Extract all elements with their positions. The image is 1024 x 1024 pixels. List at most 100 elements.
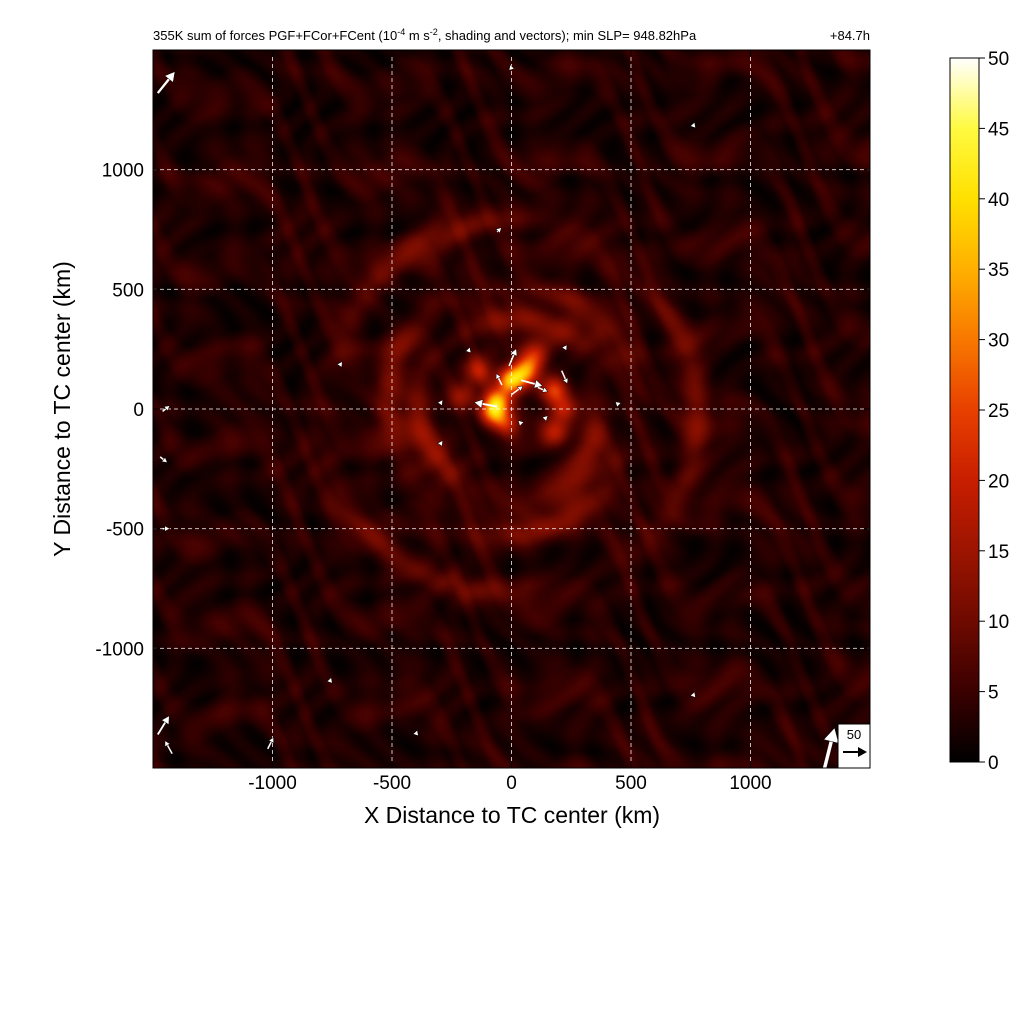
force-vector: [537, 386, 549, 393]
colorbar-ticks: 0 5 10 15 20 25 30 35 40 45 50: [979, 49, 1009, 774]
x-tick-label: 500: [615, 773, 647, 794]
force-vector: [156, 71, 176, 94]
tick-marks: [153, 50, 870, 768]
force-vector-head: [161, 456, 168, 463]
y-axis-label: Y Distance to TC center (km): [49, 261, 75, 557]
colorbar-tick-label: 30: [988, 331, 1009, 352]
y-tick-label: 1000: [102, 161, 144, 182]
colorbar-tick-label: 5: [988, 683, 999, 704]
y-tick-label: 500: [112, 280, 144, 301]
force-vector: [561, 370, 569, 385]
force-vector-shaft: [267, 741, 272, 750]
plot-area: [152, 49, 871, 769]
force-vector-head: [163, 405, 171, 412]
force-vector: [437, 399, 443, 407]
force-vector-head: [164, 71, 176, 83]
reference-vector-box: [837, 723, 871, 769]
x-axis-label: X Distance to TC center (km): [364, 802, 660, 828]
force-vector: [689, 121, 696, 129]
y-tick-label: -1000: [95, 639, 144, 660]
force-vector-head: [495, 373, 502, 380]
force-vector-head: [336, 361, 343, 368]
force-vector: [162, 525, 171, 532]
force-vector: [465, 346, 472, 354]
force-vector-shaft: [508, 354, 515, 367]
colorbar-tick-label: 15: [988, 542, 1009, 563]
force-vector-shaft: [156, 78, 170, 94]
force-vector-head: [161, 715, 170, 726]
force-vector: [159, 456, 168, 463]
force-vector-head: [164, 525, 171, 532]
reference-vector-value: 50: [847, 727, 861, 742]
force-vector: [511, 385, 524, 396]
force-vector-head: [268, 736, 274, 744]
force-vector-head: [516, 385, 524, 392]
force-vector: [412, 729, 419, 737]
colorbar-tick-label: 25: [988, 401, 1009, 422]
force-vector: [437, 440, 443, 447]
force-vector-shaft: [166, 744, 173, 755]
force-vector-shaft: [157, 721, 167, 735]
forecast-time-label: +84.7h: [830, 28, 870, 43]
colorbar: 0 5 10 15 20 25 30 35 40 45 50: [949, 49, 1009, 774]
force-vector-head: [508, 64, 515, 71]
force-vector-head: [437, 399, 443, 407]
force-vector: [614, 401, 622, 408]
force-vector: [336, 361, 343, 368]
colorbar-ramp: [949, 57, 980, 763]
force-vector-head: [326, 677, 333, 684]
force-vector: [495, 227, 502, 234]
force-vector-shaft: [159, 456, 164, 461]
force-vector-head: [823, 727, 840, 744]
force-vector-head: [517, 420, 525, 427]
force-vector: [822, 727, 840, 768]
force-vector: [473, 399, 498, 409]
x-tick-label: -1000: [248, 773, 297, 794]
force-vector-shaft: [520, 379, 536, 385]
force-vector: [561, 344, 568, 351]
force-vector: [267, 736, 274, 750]
force-vectors: [156, 64, 840, 768]
x-tick-label: 0: [506, 773, 517, 794]
force-vector-shaft: [561, 370, 567, 380]
force-vector: [495, 373, 503, 386]
force-vector: [689, 691, 696, 698]
reference-vector-arrow-head: [858, 747, 867, 757]
force-vector: [157, 715, 170, 735]
force-vector-shaft: [497, 377, 503, 386]
colorbar-tick-label: 50: [988, 49, 1009, 70]
force-vector-shaft: [537, 386, 544, 391]
reference-vector-key: 50: [837, 723, 871, 769]
grid-lines: [153, 50, 870, 768]
chart-title: 355K sum of forces PGF+FCor+FCent (10-4 …: [153, 27, 697, 43]
force-vector-head: [465, 346, 472, 354]
force-vector-head: [689, 121, 696, 129]
force-vector-head: [541, 386, 549, 393]
colorbar-tick-label: 45: [988, 119, 1009, 140]
force-vector: [541, 415, 549, 422]
force-vector: [508, 348, 518, 367]
colorbar-tick-label: 40: [988, 190, 1009, 211]
y-tick-label: -500: [106, 520, 144, 541]
force-vector: [508, 64, 515, 71]
force-vector-head: [509, 348, 518, 357]
force-vector-head: [437, 440, 443, 447]
force-vector: [162, 405, 171, 412]
y-tick-labels: -1000 -500 0 500 1000: [95, 161, 144, 661]
force-vector: [517, 420, 525, 427]
force-vector-head: [473, 399, 484, 409]
y-tick-label: 0: [133, 400, 144, 421]
force-vector: [164, 740, 173, 755]
force-vector: [326, 677, 333, 684]
force-vector-head: [689, 691, 696, 698]
force-vector-shaft: [162, 408, 167, 412]
colorbar-tick-label: 20: [988, 471, 1009, 492]
force-vector-head: [495, 227, 502, 234]
force-vector-head: [614, 401, 622, 408]
force-vector-head: [541, 415, 549, 422]
colorbar-tick-label: 10: [988, 612, 1009, 633]
force-vector-head: [164, 740, 171, 748]
colorbar-tick-label: 35: [988, 260, 1009, 281]
x-tick-label: -500: [373, 773, 411, 794]
force-vector-head: [561, 344, 568, 351]
